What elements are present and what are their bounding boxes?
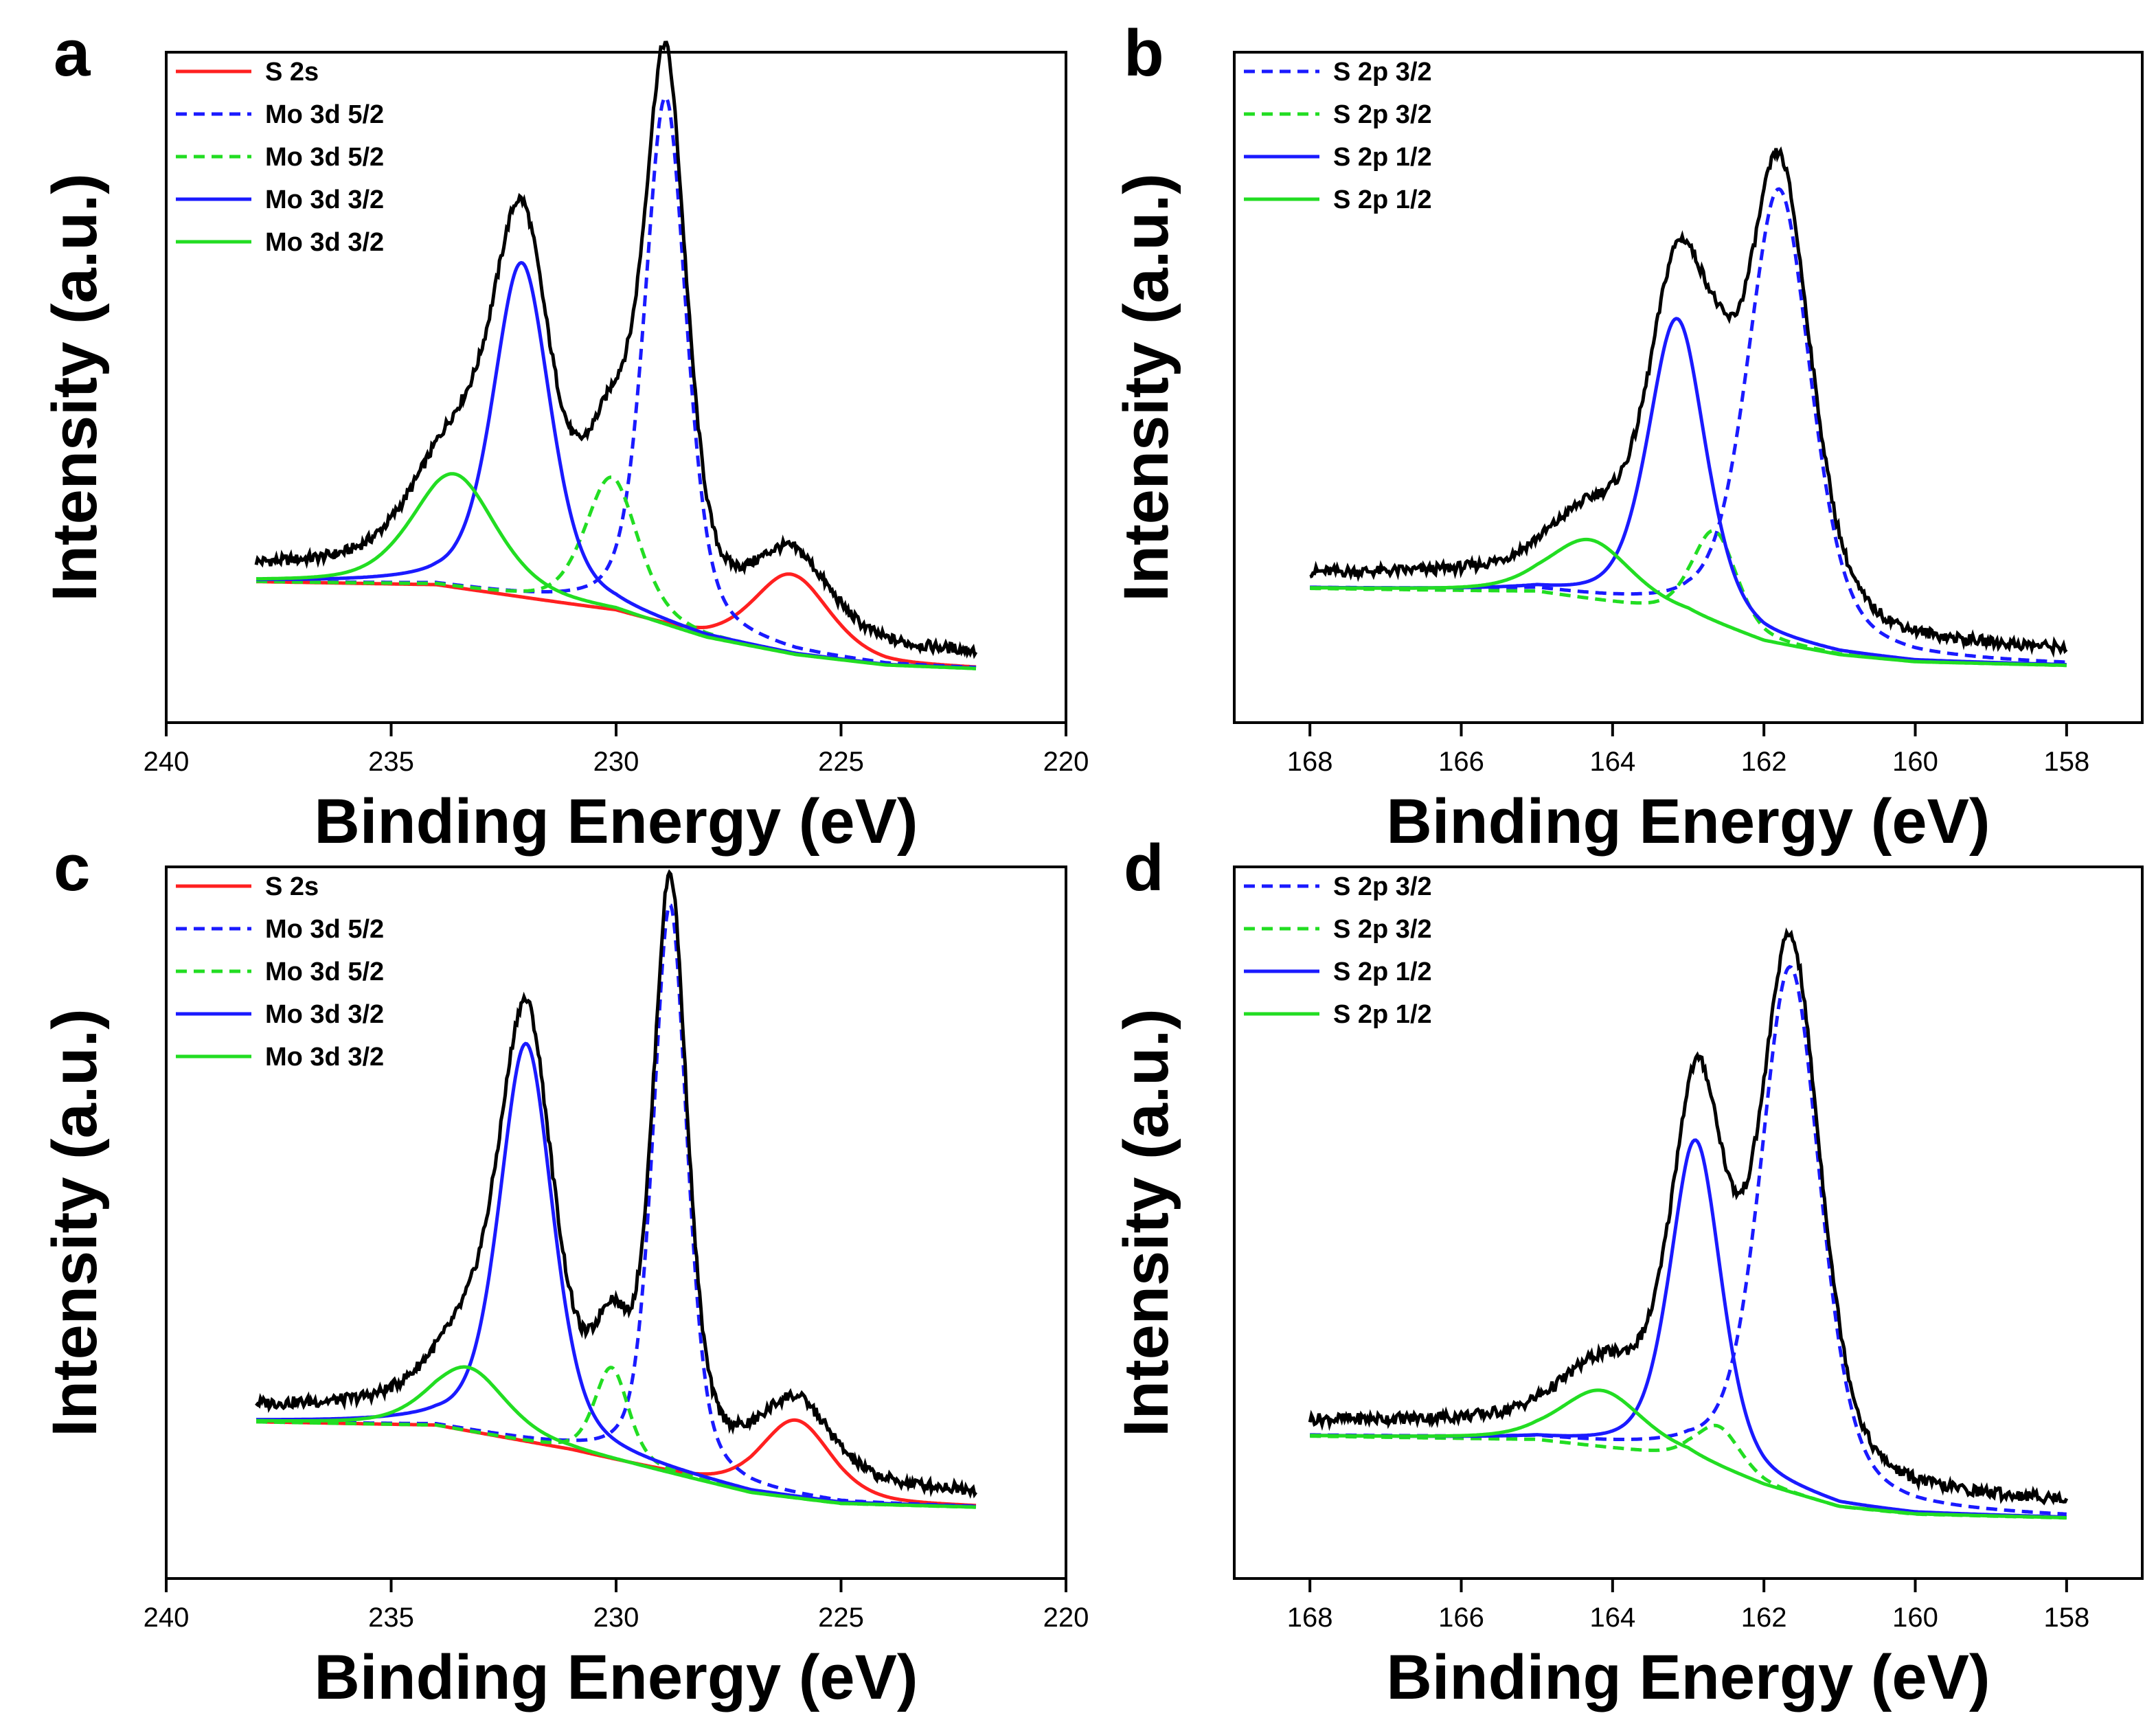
legend-label: S 2p 1/2: [1333, 185, 1432, 214]
x-tick-label: 235: [368, 1603, 414, 1633]
legend-label: S 2s: [265, 58, 319, 87]
x-tick-label: 160: [1892, 1603, 1938, 1633]
x-tick-label: 162: [1741, 747, 1787, 777]
panel-letter: a: [54, 16, 91, 90]
legend-label: Mo 3d 3/2: [265, 185, 384, 214]
legend: S 2s Mo 3d 5/2 Mo 3d 5/2 Mo 3d 3/2 Mo 3d 3/2: [176, 872, 384, 1072]
legend-label: Mo 3d 5/2: [265, 915, 384, 944]
x-tick-label: 166: [1438, 747, 1484, 777]
x-tick-label: 235: [368, 747, 414, 777]
x-tick-label: 225: [818, 747, 864, 777]
x-tick-label: 230: [593, 747, 639, 777]
x-tick-label: 168: [1287, 1603, 1333, 1633]
legend-label: S 2p 1/2: [1333, 1000, 1432, 1029]
component-peak-3: [1310, 1138, 2067, 1519]
x-axis-label: Binding Energy (eV): [314, 1642, 918, 1712]
panel-letter: d: [1124, 831, 1164, 905]
legend: S 2s Mo 3d 5/2 Mo 3d 5/2 Mo 3d 3/2 Mo 3d 3/2: [176, 58, 384, 257]
envelope-curve: [1308, 927, 2069, 1506]
plot-frame: [1233, 51, 2144, 724]
legend-label: Mo 3d 3/2: [265, 228, 384, 257]
panel-letter: b: [1124, 16, 1164, 90]
x-axis-label: Binding Energy (eV): [1386, 787, 1990, 857]
legend-label: S 2s: [265, 872, 319, 901]
x-tick-label: 164: [1589, 1603, 1635, 1633]
panel-letter: c: [54, 831, 90, 905]
legend-label: S 2p 3/2: [1333, 872, 1432, 901]
component-peak-3: [256, 475, 977, 670]
legend-label: Mo 3d 5/2: [265, 100, 384, 129]
legend-label: S 2p 3/2: [1333, 100, 1432, 129]
x-tick-label: 160: [1892, 747, 1938, 777]
plot-frame: [1233, 866, 2144, 1580]
component-peak-5: [256, 1365, 977, 1509]
component-peak-3: [1310, 317, 2067, 667]
legend-label: Mo 3d 5/2: [265, 958, 384, 986]
component-peak-2: [1310, 528, 2067, 668]
x-tick-label: 240: [144, 747, 190, 777]
component-peak-4: [256, 1041, 976, 1508]
component-peak-1: [256, 1418, 977, 1508]
x-tick-label: 158: [2043, 1603, 2089, 1633]
legend-label: Mo 3d 3/2: [265, 1043, 384, 1072]
x-tick-label: 168: [1287, 747, 1333, 777]
component-peak-1: [1310, 964, 2067, 1516]
component-peak-3: [256, 1366, 976, 1509]
x-tick-label: 220: [1043, 1603, 1089, 1633]
envelope-curve: [254, 41, 978, 659]
x-tick-label: 240: [144, 1603, 190, 1633]
envelope-curve: [1309, 146, 2068, 658]
y-axis-label: Intensity (a.u.): [40, 1008, 110, 1437]
chart-panel-c: c 240 235 230 225 220 Binding Energy (eV) Inten…: [40, 831, 1089, 1712]
legend-label: S 2p 3/2: [1333, 915, 1432, 944]
x-tick-label: 230: [593, 1603, 639, 1633]
legend: S 2p 3/2 S 2p 3/2 S 2p 1/2 S 2p 1/2: [1244, 872, 1432, 1029]
chart-panel-d: d 168 166 164 162 160 158 Binding Energy (eV) In…: [1111, 831, 2144, 1712]
y-axis-label: Intensity (a.u.): [1111, 1008, 1181, 1437]
component-peak-1: [256, 572, 977, 669]
x-tick-label: 164: [1589, 747, 1635, 777]
y-axis-label: Intensity (a.u.): [1111, 173, 1181, 602]
chart-panel-a: a 240 235 230 225 220 Binding Energy (eV) Inten…: [40, 16, 1089, 857]
x-tick-label: 225: [818, 1603, 864, 1633]
x-tick-label: 162: [1741, 1603, 1787, 1633]
legend-label: Mo 3d 5/2: [265, 143, 384, 172]
x-axis-label: Binding Energy (eV): [1386, 1642, 1990, 1712]
component-peak-5: [256, 472, 977, 670]
chart-panel-b: b 168 166 164 162 160 158 Binding Energy (eV) In…: [1111, 16, 2144, 857]
x-tick-label: 158: [2043, 747, 2089, 777]
envelope-curve: [255, 869, 978, 1500]
legend-label: S 2p 1/2: [1333, 958, 1432, 986]
legend-label: S 2p 1/2: [1333, 143, 1432, 172]
component-peak-2: [256, 95, 977, 670]
legend: S 2p 3/2 S 2p 3/2 S 2p 1/2 S 2p 1/2: [1244, 58, 1432, 214]
y-axis-label: Intensity (a.u.): [40, 173, 110, 602]
legend-label: Mo 3d 3/2: [265, 1000, 384, 1029]
legend-label: S 2p 3/2: [1333, 58, 1432, 87]
x-tick-label: 166: [1438, 1603, 1484, 1633]
x-tick-label: 220: [1043, 747, 1089, 777]
component-peak-4: [1310, 1388, 2067, 1519]
component-peak-4: [1310, 537, 2067, 668]
x-axis-label: Binding Energy (eV): [314, 787, 918, 857]
